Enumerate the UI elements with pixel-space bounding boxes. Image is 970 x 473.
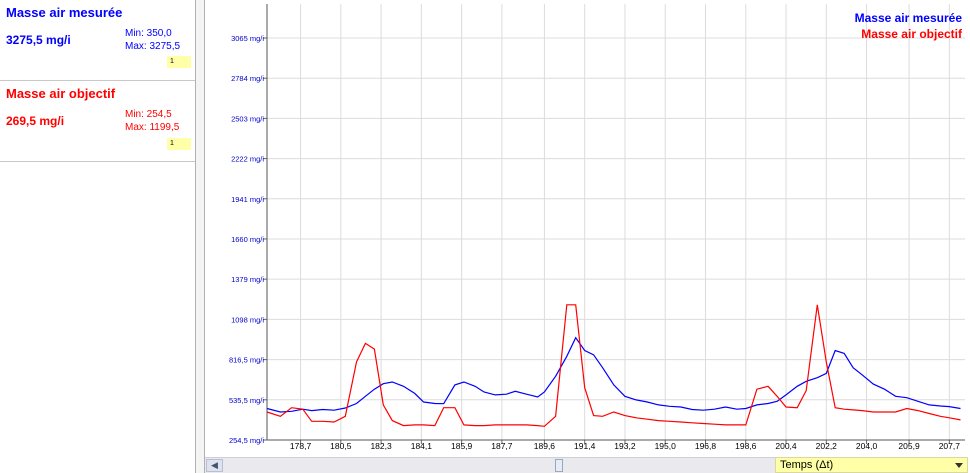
x-tick-label: 191,4 <box>574 441 596 451</box>
signal-name: Masse air mesurée <box>6 5 123 20</box>
y-tick-label: 2503 mg/i <box>231 114 264 123</box>
x-tick-label: 189,6 <box>534 441 556 451</box>
signal-current-value: 269,5 mg/i <box>6 114 65 128</box>
x-tick-label: 180,5 <box>330 441 352 451</box>
x-tick-label: 205,9 <box>898 441 920 451</box>
time-axis-label: Temps (Δt) <box>780 459 834 471</box>
y-tick-label: 1098 mg/i <box>231 315 264 324</box>
x-tick-label: 185,9 <box>451 441 473 451</box>
time-axis-selector[interactable]: Temps (Δt) <box>775 457 968 473</box>
x-tick-label: 187,7 <box>491 441 513 451</box>
x-tick-label: 198,6 <box>735 441 757 451</box>
scrollbar-thumb[interactable] <box>555 459 563 472</box>
x-tick-label: 196,8 <box>695 441 717 451</box>
arrow-left-icon[interactable]: ◀ <box>206 459 223 472</box>
horizontal-scrollbar[interactable]: ◀ <box>205 457 775 473</box>
x-tick-label: 184,1 <box>411 441 433 451</box>
y-tick-label: 1660 mg/i <box>231 235 264 244</box>
signal-list-panel: Masse air mesurée 3275,5 mg/i Min: 350,0… <box>0 0 195 473</box>
signal-axis-button[interactable]: 1 <box>167 56 191 68</box>
x-tick-label: 200,4 <box>775 441 797 451</box>
signal-entry-masse-air-objectif[interactable]: Masse air objectif 269,5 mg/i Min: 254,5… <box>0 81 195 162</box>
y-tick-label: 2222 mg/i <box>231 155 264 164</box>
axes: 254,5 mg/i 535,5 mg/i 816,5 mg/i 1098 mg/i 1… <box>229 4 965 451</box>
signal-min-value: Min: 254,5 <box>125 109 172 120</box>
x-tick-label: 202,2 <box>816 441 838 451</box>
chevron-down-icon[interactable] <box>955 463 963 468</box>
y-tick-label: 3065 mg/i <box>231 34 264 43</box>
signal-min-value: Min: 350,0 <box>125 28 172 39</box>
grid <box>267 4 965 440</box>
signal-max-value: Max: 3275,5 <box>125 41 181 52</box>
x-tick-label: 193,2 <box>614 441 636 451</box>
x-tick-label: 182,3 <box>370 441 392 451</box>
series-lines <box>266 304 961 427</box>
y-tick-label: 1379 mg/i <box>231 275 264 284</box>
x-tick-label: 195,0 <box>655 441 677 451</box>
y-tick-label: 254,5 mg/i <box>229 436 264 445</box>
legend-item-masse-air-objectif: Masse air objectif <box>861 27 963 41</box>
x-tick-label: 207,7 <box>939 441 961 451</box>
line-chart: 254,5 mg/i 535,5 mg/i 816,5 mg/i 1098 mg/i 1… <box>229 4 965 451</box>
y-tick-label: 1941 mg/i <box>231 195 264 204</box>
x-tick-label: 204,0 <box>856 441 878 451</box>
y-tick-label: 535,5 mg/i <box>229 396 264 405</box>
series-line-1 <box>266 304 961 427</box>
y-tick-label: 2784 mg/i <box>231 74 264 83</box>
x-tick-label: 178,7 <box>290 441 312 451</box>
series-line-0 <box>266 336 961 413</box>
signal-max-value: Max: 1199,5 <box>125 122 180 133</box>
signal-current-value: 3275,5 mg/i <box>6 33 71 47</box>
signal-entry-masse-air-mesuree[interactable]: Masse air mesurée 3275,5 mg/i Min: 350,0… <box>0 0 195 81</box>
legend-item-masse-air-mesuree: Masse air mesurée <box>855 11 963 25</box>
y-tick-label: 816,5 mg/i <box>229 356 264 365</box>
signal-axis-button[interactable]: 1 <box>167 138 191 150</box>
panel-splitter[interactable] <box>195 0 205 473</box>
signal-name: Masse air objectif <box>6 86 116 101</box>
